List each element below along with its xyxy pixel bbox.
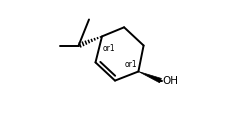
Text: or1: or1 [102,44,115,53]
Text: or1: or1 [124,60,136,69]
Text: OH: OH [162,76,178,86]
Polygon shape [138,72,161,83]
